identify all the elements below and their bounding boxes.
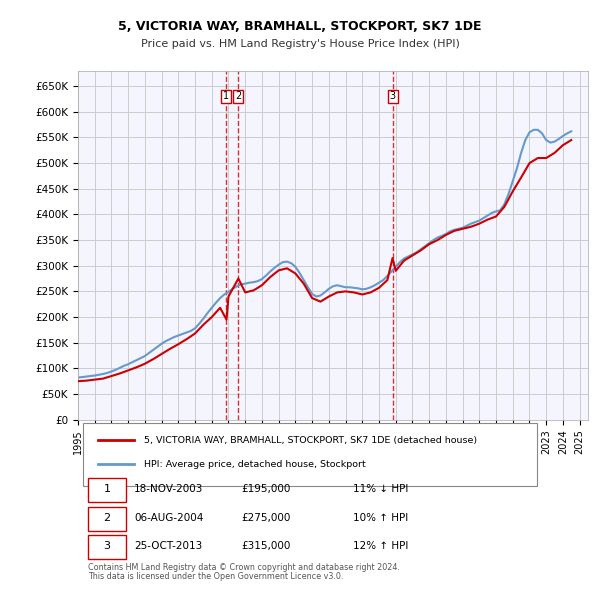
Text: 11% ↓ HPI: 11% ↓ HPI [353, 484, 409, 494]
Text: 10% ↑ HPI: 10% ↑ HPI [353, 513, 409, 523]
Text: 18-NOV-2003: 18-NOV-2003 [134, 484, 203, 494]
Text: Contains HM Land Registry data © Crown copyright and database right 2024.: Contains HM Land Registry data © Crown c… [88, 563, 400, 572]
Text: £315,000: £315,000 [241, 542, 290, 552]
Text: 5, VICTORIA WAY, BRAMHALL, STOCKPORT, SK7 1DE (detached house): 5, VICTORIA WAY, BRAMHALL, STOCKPORT, SK… [145, 436, 478, 445]
Text: 3: 3 [389, 91, 395, 101]
Text: 12% ↑ HPI: 12% ↑ HPI [353, 542, 409, 552]
Text: HPI: Average price, detached house, Stockport: HPI: Average price, detached house, Stoc… [145, 460, 366, 468]
Text: 3: 3 [104, 542, 110, 552]
FancyBboxPatch shape [88, 478, 127, 502]
Text: 06-AUG-2004: 06-AUG-2004 [134, 513, 203, 523]
FancyBboxPatch shape [88, 507, 127, 530]
Text: Price paid vs. HM Land Registry's House Price Index (HPI): Price paid vs. HM Land Registry's House … [140, 40, 460, 49]
Text: This data is licensed under the Open Government Licence v3.0.: This data is licensed under the Open Gov… [88, 572, 344, 581]
Text: 2: 2 [235, 91, 241, 101]
Text: £275,000: £275,000 [241, 513, 290, 523]
Text: 2: 2 [104, 513, 110, 523]
Text: 25-OCT-2013: 25-OCT-2013 [134, 542, 202, 552]
Text: 1: 1 [223, 91, 230, 101]
Text: £195,000: £195,000 [241, 484, 290, 494]
Text: 5, VICTORIA WAY, BRAMHALL, STOCKPORT, SK7 1DE: 5, VICTORIA WAY, BRAMHALL, STOCKPORT, SK… [118, 20, 482, 33]
Text: 1: 1 [104, 484, 110, 494]
FancyBboxPatch shape [83, 423, 537, 486]
FancyBboxPatch shape [88, 535, 127, 559]
